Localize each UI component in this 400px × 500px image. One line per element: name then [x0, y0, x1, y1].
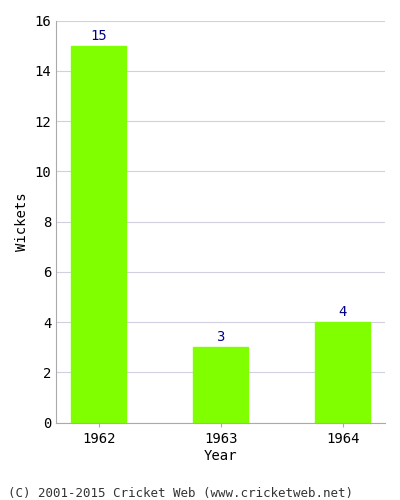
Text: 15: 15	[90, 28, 107, 42]
Bar	[71, 46, 126, 422]
Y-axis label: Wickets: Wickets	[15, 192, 29, 251]
Bar	[193, 348, 248, 422]
Bar	[315, 322, 370, 422]
Text: 4: 4	[338, 305, 347, 319]
X-axis label: Year: Year	[204, 448, 237, 462]
Text: (C) 2001-2015 Cricket Web (www.cricketweb.net): (C) 2001-2015 Cricket Web (www.cricketwe…	[8, 488, 353, 500]
Text: 3: 3	[216, 330, 225, 344]
